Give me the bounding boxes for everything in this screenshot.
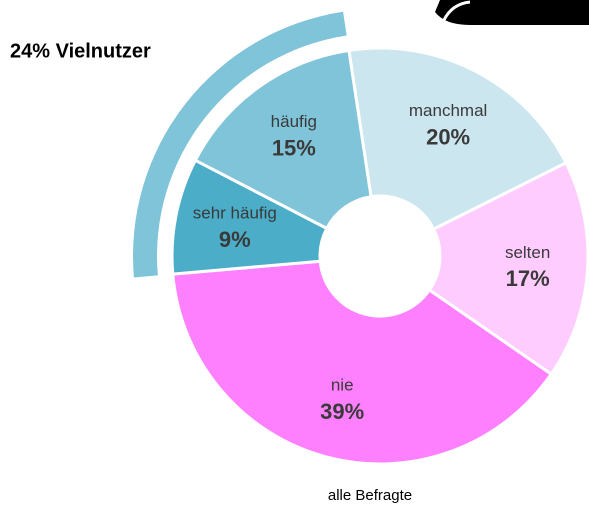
slice xyxy=(427,160,589,377)
value-label: 20% xyxy=(426,124,470,149)
value-label: 39% xyxy=(320,399,364,424)
annotation: 24% Vielnutzer xyxy=(10,40,151,62)
value-label: 15% xyxy=(272,135,316,160)
category-label: sehr häufig xyxy=(193,204,277,223)
caption: alle Befragte xyxy=(328,487,412,504)
category-label: häufig xyxy=(271,112,317,131)
slice xyxy=(171,259,554,466)
corner-shape xyxy=(435,0,589,25)
slice xyxy=(347,46,568,232)
outer-arc xyxy=(133,11,347,278)
value-label: 9% xyxy=(219,227,251,252)
value-label: 17% xyxy=(506,266,550,291)
slice xyxy=(193,48,373,231)
category-label: manchmal xyxy=(409,101,487,120)
category-label: nie xyxy=(331,376,354,395)
corner-curve xyxy=(442,0,471,21)
category-label: selten xyxy=(505,243,550,262)
